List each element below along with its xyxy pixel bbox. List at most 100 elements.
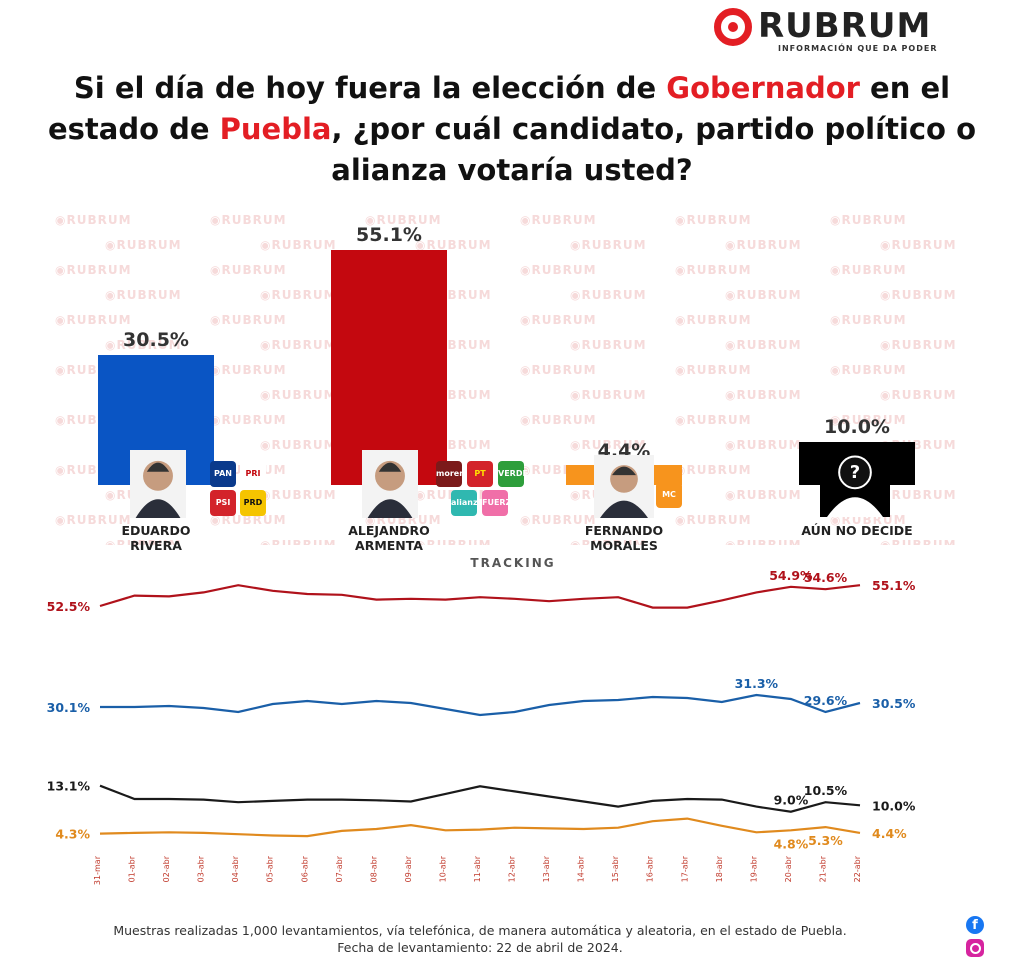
watermark-text: ◉RUBRUM: [260, 388, 337, 402]
watermark-text: ◉RUBRUM: [570, 438, 647, 452]
data-label: 5.3%: [808, 833, 843, 848]
series-line: [100, 693, 861, 717]
x-tick-label: 06-abr: [300, 855, 309, 882]
watermark-text: ◉RUBRUM: [105, 288, 182, 302]
watermark-text: ◉RUBRUM: [675, 413, 752, 427]
candidate-name-line: RIVERA: [130, 538, 182, 553]
x-tick-label: 19-abr: [749, 855, 758, 882]
unknown-person-icon: ?: [820, 445, 890, 517]
party-logo-icon: morena: [436, 461, 470, 487]
watermark-text: ◉RUBRUM: [55, 513, 132, 527]
x-tick-label: 09-abr: [404, 855, 413, 882]
x-tick-label: 01-abr: [128, 855, 137, 882]
instagram-icon[interactable]: [966, 939, 984, 957]
watermark-text: ◉RUBRUM: [210, 413, 287, 427]
watermark-text: ◉RUBRUM: [210, 213, 287, 227]
x-tick-label: 12-abr: [508, 855, 517, 882]
watermark-text: ◉RUBRUM: [880, 538, 957, 545]
facebook-icon[interactable]: f: [966, 916, 984, 934]
party-logo-icon: PAN: [210, 461, 236, 487]
watermark-text: ◉RUBRUM: [830, 263, 907, 277]
methodology-line: Muestras realizadas 1,000 levantamientos…: [113, 923, 847, 938]
data-label: 29.6%: [804, 693, 848, 708]
watermark-text: ◉RUBRUM: [260, 438, 337, 452]
watermark-text: ◉RUBRUM: [55, 263, 132, 277]
watermark-text: ◉RUBRUM: [520, 213, 597, 227]
data-label: 30.1%: [47, 700, 91, 715]
watermark-text: ◉RUBRUM: [830, 213, 907, 227]
data-label: 54.6%: [804, 570, 848, 585]
bar: [331, 250, 447, 485]
candidate-name: EDUARDO RIVERA: [81, 523, 231, 553]
svg-text:?: ?: [850, 462, 860, 483]
x-tick-label: 13-abr: [542, 855, 551, 882]
watermark-text: ◉RUBRUM: [725, 338, 802, 352]
party-logo-icon: VERDE: [498, 461, 528, 487]
x-tick-label: 16-abr: [646, 855, 655, 882]
x-tick-label: 17-abr: [680, 855, 689, 882]
watermark-text: ◉RUBRUM: [725, 438, 802, 452]
brand-tagline: INFORMACIÓN QUE DA PODER: [778, 44, 938, 53]
data-label: 10.5%: [804, 783, 848, 798]
party-logo-icon: PRI: [240, 461, 266, 487]
watermark-text: ◉RUBRUM: [880, 288, 957, 302]
candidate-photo: [594, 455, 654, 518]
watermark-text: ◉RUBRUM: [725, 538, 802, 545]
data-label: 4.3%: [55, 827, 90, 842]
watermark-text: ◉RUBRUM: [570, 538, 647, 545]
candidate-name: ALEJANDRO ARMENTA: [314, 523, 464, 553]
data-label: 10.0%: [872, 798, 916, 813]
title-part2: en el estado de: [47, 71, 951, 146]
watermark-text: ◉RUBRUM: [365, 213, 442, 227]
survey-date: Fecha de levantamiento: 22 de abril de 2…: [337, 940, 623, 955]
x-tick-label: 11-abr: [473, 855, 482, 882]
data-label: 30.5%: [872, 696, 916, 711]
watermark-text: ◉RUBRUM: [830, 363, 907, 377]
watermark-text: ◉RUBRUM: [520, 413, 597, 427]
x-tick-label: 15-abr: [611, 855, 620, 882]
watermark-text: ◉RUBRUM: [210, 513, 287, 527]
watermark-text: ◉RUBRUM: [570, 238, 647, 252]
x-tick-label: 22-abr: [853, 855, 862, 882]
watermark-text: ◉RUBRUM: [55, 213, 132, 227]
watermark-text: ◉RUBRUM: [260, 488, 337, 502]
data-label: 55.1%: [872, 578, 916, 593]
watermark-text: ◉RUBRUM: [880, 488, 957, 502]
party-logo-icon: FUERZA MÉXICO: [482, 490, 518, 533]
watermark-text: ◉RUBRUM: [415, 538, 492, 545]
watermark-text: ◉RUBRUM: [675, 213, 752, 227]
series-line: [99, 784, 861, 813]
question-title: Si el día de hoy fuera la elección de Go…: [20, 68, 1004, 191]
watermark-text: ◉RUBRUM: [260, 538, 337, 545]
candidate-name-line: ARMENTA: [355, 538, 423, 553]
data-label: 52.5%: [47, 599, 91, 614]
tracking-line-chart: 52.5% 55.1% 54.9%54.6% 30.1% 30.5% 31.3% 29.6%…: [47, 570, 916, 885]
party-logo-icon: MC: [656, 482, 682, 508]
x-tick-label: 31-mar: [93, 855, 102, 885]
watermark-text: ◉RUBRUM: [520, 363, 597, 377]
x-tick-label: 21-abr: [818, 855, 827, 882]
watermark-text: ◉RUBRUM: [105, 338, 182, 352]
x-tick-label: 20-abr: [784, 855, 793, 882]
party-logo-icon: alianza: [451, 490, 483, 516]
party-logo-icon: PRD: [240, 490, 266, 516]
watermark-text: ◉RUBRUM: [675, 513, 752, 527]
series-line: [99, 817, 861, 838]
watermark-text: ◉RUBRUM: [830, 413, 907, 427]
methodology-note: Muestras realizadas 1,000 levantamientos…: [40, 922, 920, 956]
data-label: 9.0%: [774, 793, 809, 808]
watermark-text: ◉RUBRUM: [520, 313, 597, 327]
watermark-text: ◉RUBRUM: [260, 238, 337, 252]
title-highlight-office: Gobernador: [666, 71, 860, 105]
bar-value-label: 30.5%: [123, 328, 189, 351]
watermark-text: ◉RUBRUM: [260, 288, 337, 302]
brand-logo-icon: [714, 8, 752, 46]
watermark-text: ◉RUBRUM: [210, 313, 287, 327]
data-label: 13.1%: [47, 779, 91, 794]
data-label: 54.9%: [769, 570, 813, 583]
data-label: 4.4%: [872, 826, 907, 841]
watermark-text: ◉RUBRUM: [210, 263, 287, 277]
x-tick-label: 02-abr: [162, 855, 171, 882]
bar-value-label: 55.1%: [356, 224, 422, 246]
brand-logo: RUBRUM INFORMACIÓN QUE DA PODER: [714, 6, 974, 56]
